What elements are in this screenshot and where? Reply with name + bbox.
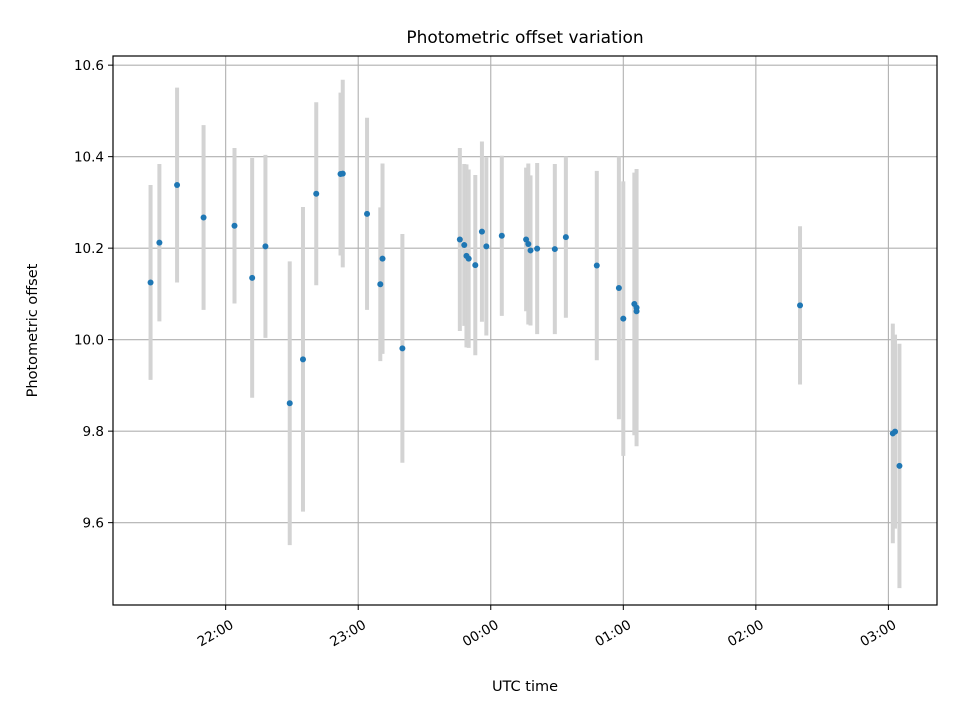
data-point bbox=[231, 222, 238, 229]
data-point bbox=[456, 236, 463, 243]
data-point bbox=[534, 245, 541, 252]
data-point bbox=[483, 243, 490, 250]
y-tick-label: 10.6 bbox=[74, 58, 104, 74]
data-point bbox=[379, 255, 386, 262]
data-point bbox=[498, 232, 505, 239]
data-point bbox=[249, 274, 256, 281]
data-point bbox=[465, 255, 472, 262]
y-axis-label: Photometric offset bbox=[25, 263, 41, 397]
plot-frame bbox=[112, 55, 938, 606]
data-point bbox=[633, 308, 640, 315]
data-point bbox=[377, 281, 384, 288]
x-axis-label: UTC time bbox=[492, 679, 558, 695]
data-point bbox=[478, 228, 485, 235]
data-point bbox=[615, 284, 622, 291]
data-point bbox=[523, 236, 530, 243]
data-point bbox=[299, 356, 306, 363]
data-point bbox=[200, 214, 207, 221]
data-point bbox=[797, 302, 804, 309]
data-point bbox=[339, 170, 346, 177]
data-point bbox=[174, 182, 181, 189]
data-point bbox=[461, 241, 468, 248]
data-point bbox=[896, 462, 903, 469]
chart-title: Photometric offset variation bbox=[406, 28, 643, 48]
x-tick-label: 02:00 bbox=[725, 617, 767, 650]
x-tick-label: 23:00 bbox=[327, 617, 369, 650]
x-tick-label: 22:00 bbox=[195, 617, 237, 650]
data-point bbox=[313, 190, 320, 197]
x-tick-label: 03:00 bbox=[858, 617, 900, 650]
y-tick-label: 9.6 bbox=[83, 516, 104, 532]
data-point bbox=[472, 262, 479, 269]
data-point bbox=[562, 234, 569, 241]
y-tick-label: 10.2 bbox=[74, 241, 104, 257]
data-point bbox=[620, 315, 627, 322]
data-point bbox=[364, 210, 371, 217]
axes: 9.6 9.8 10.0 10.2 10.4 10.6 22:00 23:00 00:00 01:… bbox=[74, 58, 899, 650]
data-point bbox=[525, 241, 532, 248]
data-point bbox=[156, 239, 163, 246]
y-tick-label: 10.4 bbox=[74, 150, 104, 166]
x-tick-label: 01:00 bbox=[592, 617, 634, 650]
y-tick-label: 9.8 bbox=[83, 424, 104, 440]
data-point bbox=[286, 400, 293, 407]
data-point bbox=[551, 246, 558, 253]
x-tick-label: 00:00 bbox=[460, 617, 502, 650]
data-point bbox=[892, 428, 899, 435]
grid bbox=[113, 56, 937, 605]
y-tick-label: 10.0 bbox=[74, 333, 104, 349]
data-point bbox=[399, 345, 406, 352]
data-points bbox=[147, 170, 903, 469]
data-point bbox=[262, 243, 269, 250]
data-point bbox=[527, 247, 534, 254]
data-point bbox=[593, 262, 600, 269]
data-point bbox=[147, 279, 154, 286]
errorbars bbox=[148, 79, 902, 589]
